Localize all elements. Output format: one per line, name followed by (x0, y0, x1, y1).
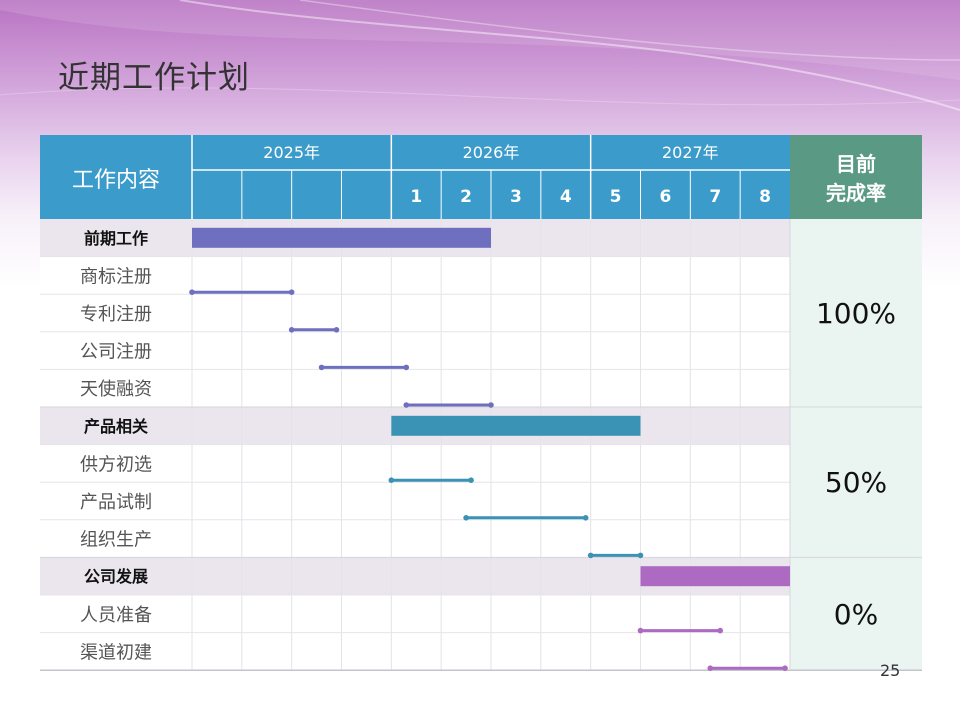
header-swoosh-decoration (0, 0, 960, 111)
completion-header-line: 完成率 (826, 181, 886, 205)
task-end-dot (468, 477, 474, 484)
task-row (40, 632, 790, 671)
column-label: 8 (759, 187, 771, 207)
task-label: 渠道初建 (80, 642, 152, 663)
task-row (40, 331, 790, 370)
group-bar (640, 566, 790, 587)
column-label: 2 (460, 187, 472, 207)
task-end-dot (403, 364, 410, 371)
task-start-dot (388, 477, 395, 484)
task-end-dot (488, 402, 494, 408)
task-column-header: 工作内容 (72, 168, 160, 193)
completion-column-header: 目前完成率 (826, 152, 886, 205)
task-start-dot (318, 364, 325, 371)
task-start-dot (403, 402, 410, 408)
task-end-dot (582, 515, 589, 521)
column-label: 3 (510, 187, 522, 207)
page-number: 25 (880, 661, 901, 680)
task-header-cell (40, 135, 192, 219)
task-label: 组织生产 (80, 530, 152, 551)
column-label: 4 (560, 187, 572, 207)
task-row (40, 482, 790, 520)
task-start-dot (637, 627, 644, 634)
year-label: 2025年 (263, 143, 320, 162)
completion-header-line: 目前 (836, 152, 876, 176)
group-label: 产品相关 (84, 417, 148, 436)
task-end-dot (637, 552, 644, 559)
group-bar (192, 227, 491, 248)
task-label: 专利注册 (80, 304, 152, 325)
task-row (40, 294, 790, 332)
task-label: 供方初选 (80, 454, 152, 475)
page-title: 近期工作计划 (58, 60, 250, 96)
task-row (40, 369, 790, 407)
group-label: 前期工作 (84, 229, 148, 248)
task-start-dot (587, 552, 594, 559)
task-end-dot (288, 289, 295, 296)
completion-value: 0% (834, 598, 878, 631)
year-label: 2027年 (662, 143, 719, 162)
column-label: 7 (709, 187, 721, 207)
completion-column (790, 219, 922, 671)
task-end-dot (782, 665, 788, 671)
task-start-dot (707, 665, 714, 671)
task-label: 天使融资 (80, 379, 152, 400)
year-label: 2026年 (463, 143, 520, 162)
column-label: 1 (410, 187, 422, 207)
task-label: 公司注册 (80, 342, 152, 363)
task-row (40, 256, 790, 295)
group-bar (391, 415, 641, 436)
completion-header-cell (790, 135, 922, 219)
task-row (40, 519, 790, 558)
task-label: 产品试制 (80, 492, 152, 513)
task-start-dot (463, 515, 469, 521)
task-label: 人员准备 (80, 605, 152, 626)
group-label: 公司发展 (84, 567, 149, 586)
task-start-dot (189, 289, 195, 296)
column-label: 6 (659, 187, 671, 207)
task-end-dot (333, 327, 340, 333)
task-label: 商标注册 (80, 266, 152, 287)
task-end-dot (717, 627, 724, 634)
completion-value: 50% (825, 466, 887, 499)
task-row (40, 595, 790, 633)
task-row (40, 444, 790, 483)
completion-value: 100% (816, 297, 896, 330)
column-label: 5 (610, 187, 622, 207)
task-start-dot (288, 327, 295, 333)
